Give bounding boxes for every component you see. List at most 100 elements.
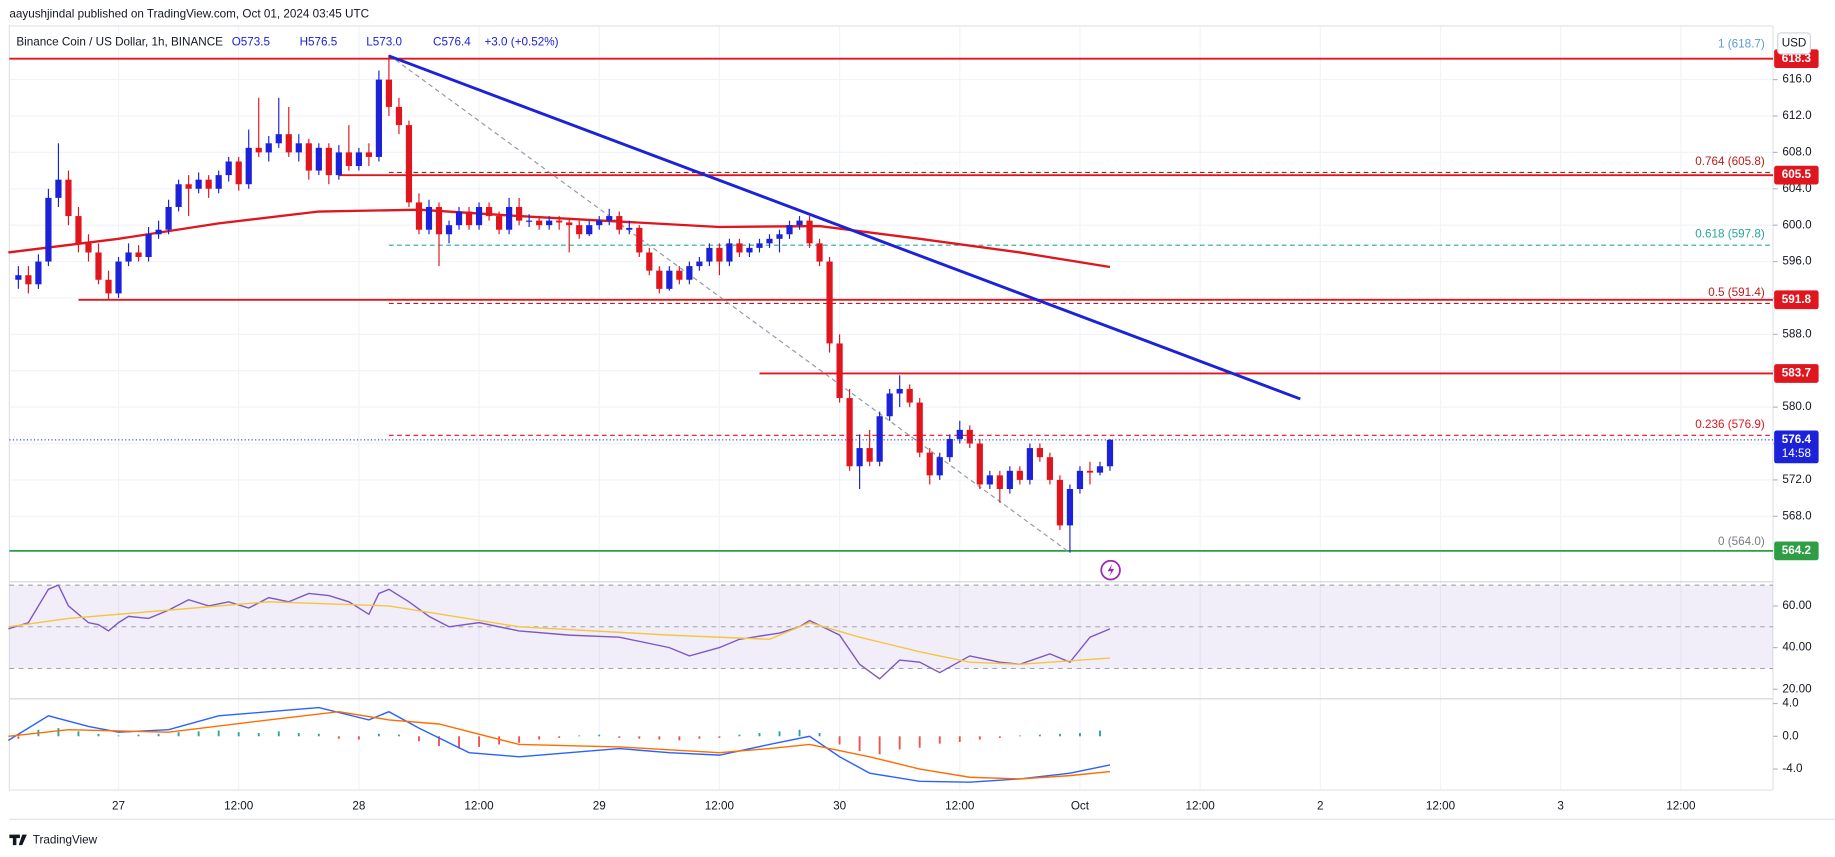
histogram-bar xyxy=(598,734,601,737)
candle-body xyxy=(946,438,953,458)
histogram-bar xyxy=(277,731,280,737)
candle-body xyxy=(716,247,723,262)
histogram-bar xyxy=(758,733,761,737)
candle-body xyxy=(746,247,753,253)
histogram-bar xyxy=(678,736,681,741)
candle-body xyxy=(395,106,403,126)
y-tick-label: 568.0 xyxy=(1782,509,1812,522)
y-tick-label: 596.0 xyxy=(1782,255,1812,268)
histogram-bar xyxy=(558,736,561,738)
histogram-bar xyxy=(337,736,340,739)
candle-body xyxy=(766,238,773,244)
histogram-bar xyxy=(838,736,841,745)
candle-body xyxy=(465,211,473,226)
candle-body xyxy=(95,252,102,280)
candle-body xyxy=(996,475,1003,490)
candle-body xyxy=(526,220,533,222)
histogram-bar xyxy=(938,736,941,744)
histogram-bar xyxy=(798,729,801,737)
histogram-bar xyxy=(398,734,400,737)
candle-body xyxy=(866,448,873,462)
histogram-bar xyxy=(858,736,861,752)
level-axis-box xyxy=(1774,541,1819,561)
level-axis-box xyxy=(1774,290,1819,310)
x-tick-label: 12:00 xyxy=(1426,800,1456,813)
histogram-bar xyxy=(778,731,781,737)
candle-body xyxy=(75,216,82,244)
y-tick-label: 60.00 xyxy=(1782,599,1812,612)
candle-body xyxy=(25,275,32,285)
candle-body xyxy=(485,206,493,217)
currency[interactable]: USD xyxy=(1782,37,1807,50)
candle-body xyxy=(776,234,783,239)
candle-body xyxy=(435,206,443,235)
x-tick-label: 12:00 xyxy=(945,800,975,813)
x-tick-label: 29 xyxy=(593,800,606,813)
candle-body xyxy=(1046,457,1054,480)
histogram-bar xyxy=(137,734,140,737)
candle-body xyxy=(976,443,983,485)
candle-body xyxy=(676,270,683,280)
plot-frame xyxy=(8,25,1774,791)
brand: TradingView xyxy=(33,834,98,847)
histogram-bar xyxy=(918,736,921,748)
y-tick-label: 4.0 xyxy=(1782,697,1799,710)
candle-body xyxy=(896,388,903,394)
histogram-bar xyxy=(1038,734,1041,737)
histogram-bar xyxy=(157,733,160,737)
candle-body xyxy=(425,206,433,230)
candle-body xyxy=(696,261,703,267)
histogram-bar xyxy=(458,736,460,749)
ohlc-open: O573.5 xyxy=(232,35,271,48)
candle-body xyxy=(816,243,823,262)
candle-body xyxy=(65,179,72,217)
histogram-bar xyxy=(297,733,300,737)
candle-body xyxy=(646,252,653,271)
x-tick-label: 12:00 xyxy=(705,800,735,813)
histogram-bar xyxy=(1058,733,1061,737)
x-tick-label: 28 xyxy=(352,800,365,813)
x-tick-label: 3 xyxy=(1557,800,1564,813)
candle-body xyxy=(616,216,623,230)
candle-body xyxy=(225,161,232,176)
ohlc-change: +3.0 (+0.52%) xyxy=(484,35,558,48)
x-tick-label: 12:00 xyxy=(464,800,494,813)
fib-diagonal xyxy=(388,54,1071,554)
y-tick-label: 20.00 xyxy=(1782,682,1812,695)
fib-level-label: 0.236 (576.9) xyxy=(1695,418,1765,431)
histogram-bar xyxy=(197,731,200,737)
histogram-bar xyxy=(418,736,420,742)
y-tick-label: 612.0 xyxy=(1782,109,1812,122)
candle-body xyxy=(836,343,843,399)
candle-body xyxy=(445,225,453,235)
candle-body xyxy=(145,234,152,258)
candle-body xyxy=(405,125,413,203)
level-axis-label: 605.5 xyxy=(1782,168,1812,181)
candle-body xyxy=(796,220,803,226)
histogram-bar xyxy=(57,728,60,737)
candle-body xyxy=(566,222,573,226)
candle-body xyxy=(576,225,583,235)
candle-body xyxy=(516,206,523,221)
candle-body xyxy=(856,448,863,467)
histogram-bar xyxy=(698,736,701,739)
level-axis-label: 564.2 xyxy=(1782,544,1812,557)
histogram-bar xyxy=(317,733,320,737)
alert-icon[interactable] xyxy=(1100,559,1121,581)
x-tick-label: 12:00 xyxy=(224,800,254,813)
histogram-bar xyxy=(117,735,120,737)
candle-body xyxy=(926,452,933,476)
fib-level-label: 0.764 (605.8) xyxy=(1695,155,1765,168)
candle-body xyxy=(1016,470,1023,480)
candle-body xyxy=(365,152,372,157)
currency-box[interactable] xyxy=(1777,32,1812,55)
histogram-bar xyxy=(1099,730,1101,737)
histogram-bar xyxy=(1018,735,1021,737)
candle-body xyxy=(1086,470,1094,473)
candle-body xyxy=(556,220,563,223)
symbol-title: Binance Coin / US Dollar, 1h, BINANCE xyxy=(16,35,223,48)
histogram-bar xyxy=(498,736,501,745)
candle-body xyxy=(335,152,342,176)
candle-body xyxy=(826,261,833,344)
histogram-bar xyxy=(538,736,541,740)
